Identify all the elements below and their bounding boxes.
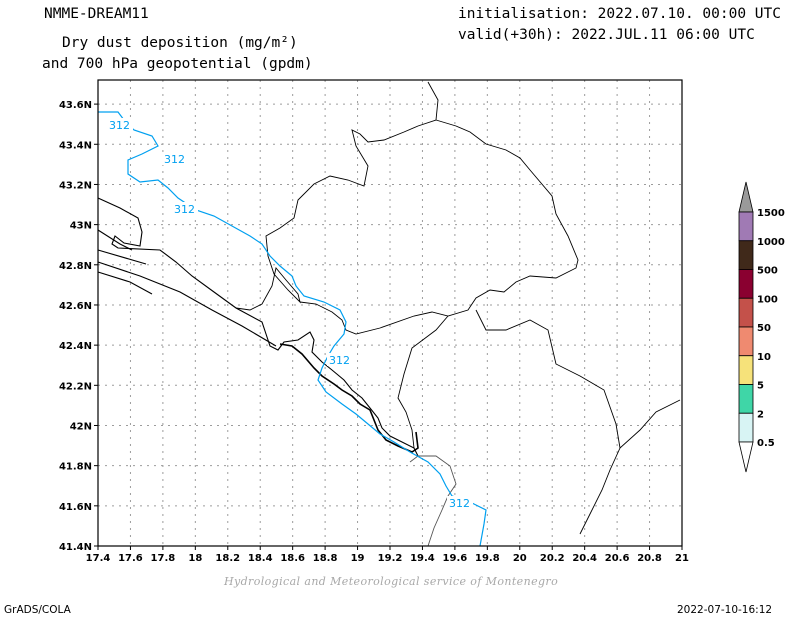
colorbar-label: 5 xyxy=(757,381,764,392)
colorbar-swatch xyxy=(738,355,754,385)
lon-tick-label: 20 xyxy=(513,553,527,564)
initialisation-time: initialisation: 2022.07.10. 00:00 UTC xyxy=(458,6,782,22)
lon-tick-label: 18.4 xyxy=(248,553,273,564)
colorbar-label: 50 xyxy=(757,323,771,334)
colorbar-arrow-bottom xyxy=(738,441,754,473)
geopotential-contour-312 xyxy=(98,111,487,547)
lon-tick-label: 18.2 xyxy=(215,553,240,564)
colorbar-swatch xyxy=(738,412,754,443)
valid-time: valid(+30h): 2022.JUL.11 06:00 UTC xyxy=(458,27,755,43)
colorbar-label: 1000 xyxy=(757,237,785,248)
colorbar-arrow-top xyxy=(738,181,754,213)
colorbar: 1500 1000 500 100 50 10 5 2 0.5 xyxy=(738,181,785,473)
contour-label: 312 xyxy=(329,354,350,367)
software-label: GrADS/COLA xyxy=(4,604,71,616)
model-name: NMME-DREAM11 xyxy=(44,6,149,22)
colorbar-label: 0.5 xyxy=(757,438,775,449)
colorbar-label: 10 xyxy=(757,352,771,363)
lon-tick-label: 19.8 xyxy=(475,553,500,564)
latitude-axis: 41.4N 41.6N 41.8N 42N 42.2N 42.4N 42.6N 42.8N 43… xyxy=(59,100,98,553)
timestamp-label: 2022-07-10-16:12 xyxy=(677,604,773,616)
border-grey xyxy=(409,455,457,547)
lon-tick-label: 20.6 xyxy=(605,553,630,564)
lon-tick-label: 17.8 xyxy=(151,553,176,564)
lon-tick-label: 17.4 xyxy=(86,553,111,564)
map-grid xyxy=(98,80,682,546)
lon-tick-label: 18 xyxy=(188,553,202,564)
lat-tick-label: 43N xyxy=(70,221,92,232)
colorbar-label: 2 xyxy=(757,409,764,420)
lat-tick-label: 43.2N xyxy=(59,180,92,191)
colorbar-swatch xyxy=(738,326,754,357)
longitude-axis: 17.4 17.6 17.8 18 18.2 18.4 18.6 18.8 19 19.2 19.4… xyxy=(86,546,689,564)
colorbar-label: 500 xyxy=(757,266,778,277)
colorbar-swatch xyxy=(738,384,754,414)
colorbar-label: 100 xyxy=(757,294,778,305)
lat-tick-label: 42N xyxy=(70,421,92,432)
title-line-1: Dry dust deposition (mg/m²) xyxy=(62,35,298,51)
lon-tick-label: 19.6 xyxy=(443,553,468,564)
colorbar-label: 1500 xyxy=(757,208,785,219)
lon-tick-label: 17.6 xyxy=(118,553,143,564)
lon-tick-label: 20.8 xyxy=(637,553,662,564)
lon-tick-label: 19 xyxy=(351,553,365,564)
title-line-2: and 700 hPa geopotential (gpdm) xyxy=(42,56,313,72)
lon-tick-label: 21 xyxy=(675,553,689,564)
lat-tick-label: 43.4N xyxy=(59,140,92,151)
colorbar-swatch xyxy=(738,240,754,270)
lat-tick-label: 42.8N xyxy=(59,261,92,272)
contour-label: 312 xyxy=(174,203,195,216)
lat-tick-label: 41.4N xyxy=(59,542,92,553)
contour-label: 312 xyxy=(109,119,130,132)
lon-tick-label: 18.8 xyxy=(313,553,338,564)
lat-tick-label: 43.6N xyxy=(59,100,92,111)
lat-tick-label: 41.6N xyxy=(59,502,92,513)
lat-tick-label: 41.8N xyxy=(59,462,92,473)
colorbar-swatch xyxy=(738,211,754,242)
lon-tick-label: 20.2 xyxy=(540,553,565,564)
contour-labels: 312 312 312 312 312 xyxy=(107,118,473,510)
coastlines xyxy=(97,197,419,457)
lon-tick-label: 20.4 xyxy=(572,553,597,564)
colorbar-swatch xyxy=(738,297,754,328)
contour-label: 312 xyxy=(449,497,470,510)
lon-tick-label: 18.6 xyxy=(280,553,305,564)
lat-tick-label: 42.2N xyxy=(59,381,92,392)
lat-tick-label: 42.4N xyxy=(59,341,92,352)
lon-tick-label: 19.2 xyxy=(378,553,403,564)
credit-line: Hydrological and Meteorological service … xyxy=(224,575,559,588)
lon-tick-label: 19.4 xyxy=(410,553,435,564)
contour-label: 312 xyxy=(164,153,185,166)
colorbar-swatch xyxy=(738,269,754,299)
country-borders xyxy=(235,81,681,535)
lat-tick-label: 42.6N xyxy=(59,301,92,312)
